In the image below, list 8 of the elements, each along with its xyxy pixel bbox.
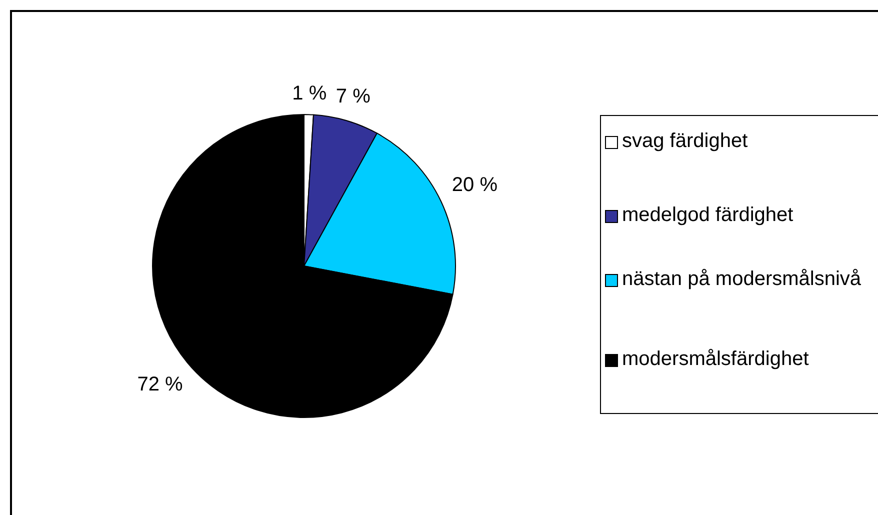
data-label: 7 % xyxy=(336,85,371,108)
legend-label: svag färdighet xyxy=(622,129,749,154)
data-label: 20 % xyxy=(452,174,498,196)
legend-label: medelgod färdighet xyxy=(622,203,794,228)
legend-label: modersmålsfärdighet xyxy=(622,347,810,372)
data-label: 1 % xyxy=(292,82,327,105)
data-label: 72 % xyxy=(137,374,184,396)
legend-label: nästan på modersmålsnivå xyxy=(622,267,862,292)
